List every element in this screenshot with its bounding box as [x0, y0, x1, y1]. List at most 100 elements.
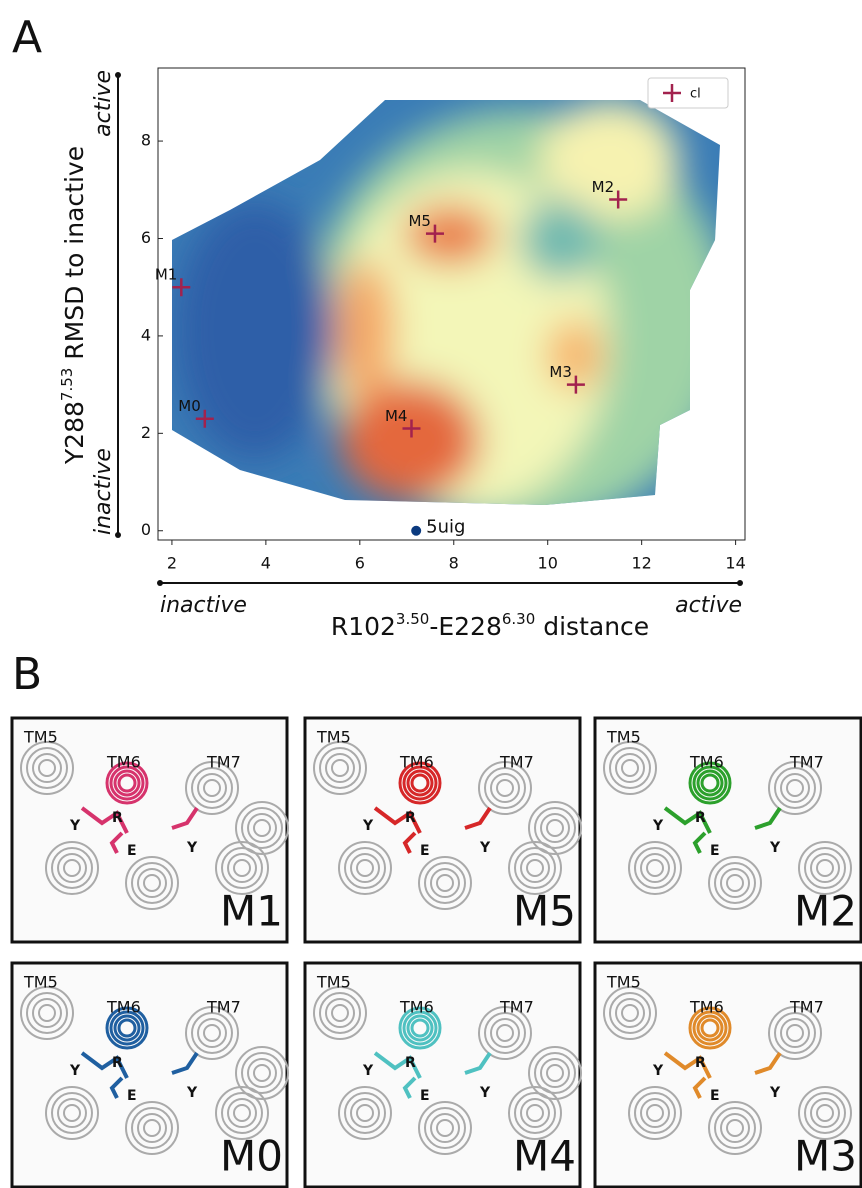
y-tick-label: 4 — [141, 325, 151, 344]
panel-annotation: Y — [769, 840, 781, 856]
panel-annotation: R — [695, 1055, 706, 1071]
helix — [185, 761, 239, 815]
helix — [63, 1104, 81, 1122]
helix — [197, 1018, 227, 1048]
y-tick-label: 2 — [141, 423, 151, 442]
panel-annotation: TM7 — [206, 753, 241, 772]
helix — [603, 741, 657, 795]
helix-colored — [398, 1006, 442, 1050]
helix — [816, 859, 834, 877]
panel-annotation: TM5 — [316, 973, 351, 992]
helix — [540, 1058, 570, 1088]
helix — [51, 847, 93, 889]
y-annotation: inactive — [91, 448, 116, 535]
y-axis-label: Y2887.53 RMSD to inactive — [58, 146, 90, 465]
helix — [646, 859, 664, 877]
helix — [247, 813, 277, 843]
x-tick-label: 14 — [725, 554, 745, 573]
helix — [313, 741, 367, 795]
helix — [634, 847, 676, 889]
helix — [235, 1046, 289, 1100]
arrow-end — [157, 580, 163, 586]
plot-frame — [157, 67, 746, 541]
panel-annotation: TM6 — [106, 998, 141, 1017]
helix — [546, 1064, 564, 1082]
sidechain — [663, 1051, 782, 1099]
reference-point — [411, 525, 422, 536]
helix — [63, 859, 81, 877]
helix — [430, 1113, 460, 1143]
helix — [424, 1107, 466, 1149]
label-sup: 3.50 — [396, 610, 429, 628]
helix — [313, 986, 367, 1040]
helix — [203, 779, 221, 797]
helix — [241, 1052, 283, 1094]
helix — [496, 779, 514, 797]
helix — [344, 847, 386, 889]
helix — [319, 747, 361, 789]
helix — [185, 1006, 239, 1060]
helix-colored — [402, 1010, 438, 1046]
helix — [45, 841, 99, 895]
panel-annotation: TM6 — [689, 998, 724, 1017]
helix-colored — [692, 1010, 728, 1046]
legend-label: cl — [690, 87, 701, 102]
point-label: M1 — [155, 266, 178, 284]
helix — [768, 1006, 822, 1060]
helix — [241, 807, 283, 849]
point — [195, 409, 214, 428]
sidechain — [373, 1051, 492, 1099]
helix — [609, 747, 651, 789]
helix — [786, 1024, 804, 1042]
helix — [227, 1098, 257, 1128]
x-tick-label: 10 — [538, 554, 558, 573]
panel-image — [10, 716, 289, 944]
helix — [344, 1092, 386, 1134]
arrow-end — [115, 72, 121, 78]
legend-marker — [663, 84, 681, 102]
panel-label: B — [12, 649, 42, 700]
helix — [325, 753, 355, 783]
helix — [810, 853, 840, 883]
helix — [197, 773, 227, 803]
panel-annotation: E — [127, 1088, 137, 1104]
helix — [350, 853, 380, 883]
panel-name: M2 — [794, 887, 857, 936]
helix — [508, 841, 562, 895]
helix — [816, 1104, 834, 1122]
x-annotation: active — [675, 593, 742, 618]
y-tick-label: 8 — [141, 131, 151, 150]
point-label: M3 — [549, 363, 572, 381]
helix-colored — [410, 1018, 430, 1038]
panel-annotation: TM7 — [499, 998, 534, 1017]
helix — [436, 874, 454, 892]
point — [172, 278, 191, 297]
helix — [51, 1092, 93, 1134]
helix — [603, 986, 657, 1040]
helix — [628, 1086, 682, 1140]
helix-colored — [700, 1018, 720, 1038]
label-sup: 7.53 — [58, 368, 76, 401]
helix-colored — [688, 761, 732, 805]
helix — [634, 1092, 676, 1134]
panel-image — [593, 961, 862, 1188]
helix — [508, 1086, 562, 1140]
label-sup: 6.30 — [502, 610, 535, 628]
helix — [418, 1101, 472, 1155]
helix-colored — [113, 769, 141, 797]
panel-annotation: Y — [652, 1063, 664, 1079]
helix — [798, 1086, 852, 1140]
helix — [621, 759, 639, 777]
x-annotation: inactive — [160, 593, 247, 618]
helix-colored — [406, 769, 434, 797]
point-label: M5 — [408, 212, 431, 230]
arrow-end — [737, 580, 743, 586]
panel-annotation: R — [405, 810, 416, 826]
label-part: Y288 — [60, 401, 89, 465]
x-tick-label: 2 — [167, 554, 177, 573]
helix — [418, 856, 472, 910]
helix — [319, 992, 361, 1034]
panel-name: M3 — [794, 1132, 857, 1181]
panel-annotation: TM7 — [499, 753, 534, 772]
helix — [526, 1104, 544, 1122]
